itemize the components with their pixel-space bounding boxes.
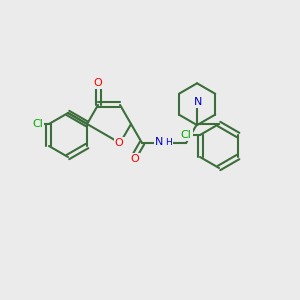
Text: N: N <box>155 137 163 147</box>
Text: N: N <box>194 97 202 107</box>
Text: Cl: Cl <box>32 119 44 129</box>
Text: O: O <box>94 78 102 88</box>
Text: O: O <box>130 154 139 164</box>
Text: H: H <box>165 138 172 147</box>
Text: O: O <box>115 138 123 148</box>
Text: Cl: Cl <box>181 130 191 140</box>
